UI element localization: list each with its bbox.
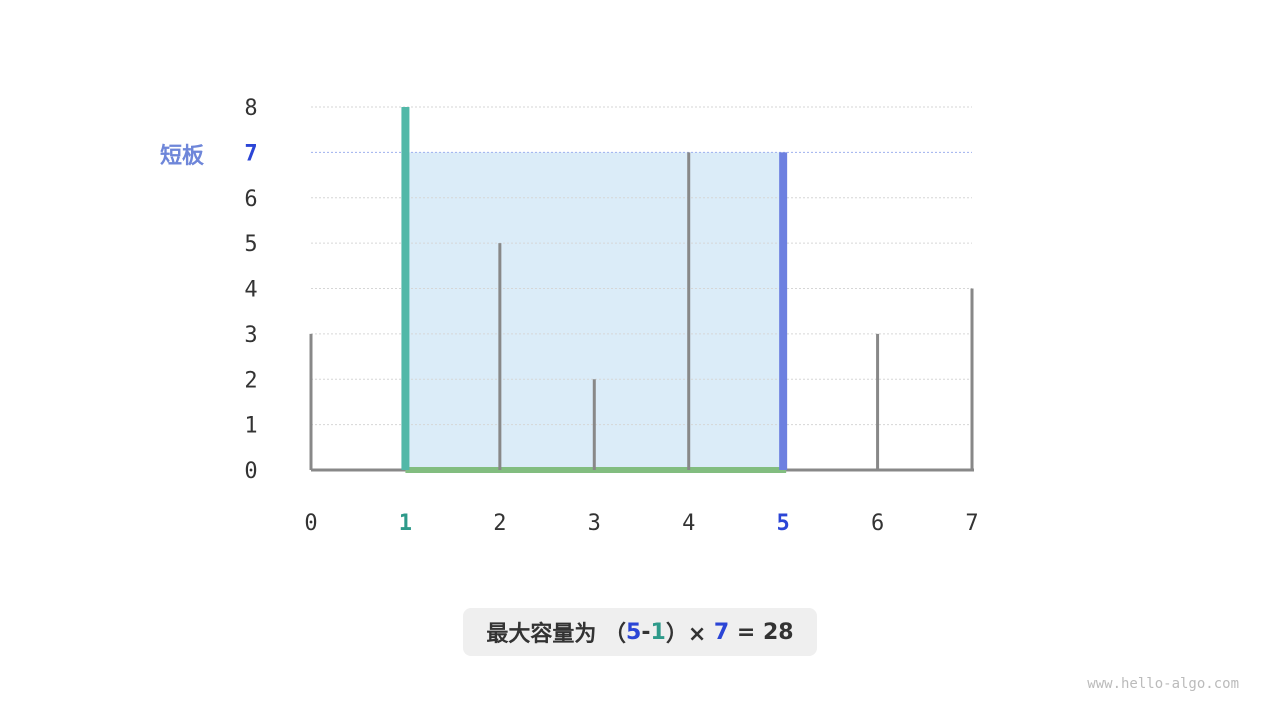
y-tick-label: 3: [244, 323, 257, 348]
result-prefix: 最大容量为 （: [486, 622, 627, 647]
result-h: 7: [713, 619, 730, 645]
x-tick-label: 6: [871, 511, 884, 536]
y-tick-label: 1: [244, 414, 257, 439]
y-tick-label: 5: [244, 232, 257, 257]
x-tick-label: 0: [304, 511, 317, 536]
result-j: 1: [650, 619, 666, 645]
result-box: 最大容量为 （5-1 ）× 7 = 28: [463, 608, 817, 656]
x-tick-label: 7: [965, 511, 978, 536]
y-tick-label: 8: [244, 96, 257, 121]
x-tick-label: 4: [682, 511, 695, 536]
x-tick-label: 1: [399, 511, 412, 536]
result-value: 28: [762, 619, 794, 645]
y-tick-label: 7: [244, 141, 257, 166]
result-minus: -: [641, 619, 651, 645]
y-tick-label: 6: [244, 187, 257, 212]
watermark: www.hello-algo.com: [1087, 676, 1239, 692]
result-times: ）×: [665, 622, 714, 647]
result-eq: =: [729, 619, 763, 645]
y-tick-label: 4: [244, 278, 257, 303]
x-tick-label: 5: [777, 511, 790, 536]
x-tick-label: 2: [493, 511, 506, 536]
x-tick-label: 3: [588, 511, 601, 536]
y-tick-label: 0: [244, 459, 257, 484]
result-i: 5: [626, 619, 642, 645]
short-board-label: 短板: [160, 144, 205, 169]
y-tick-label: 2: [244, 368, 257, 393]
